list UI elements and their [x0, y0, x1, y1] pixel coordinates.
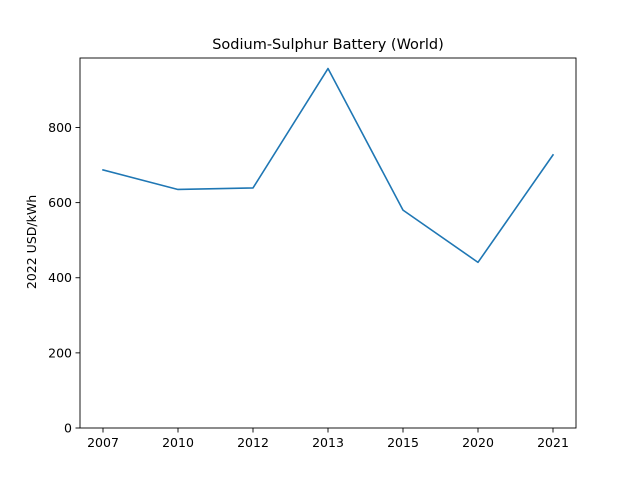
y-tick-label-600: 600 [48, 195, 72, 210]
series-line-0 [102, 67, 555, 264]
y-tick-label-200: 200 [48, 345, 72, 360]
y-tick-label-400: 400 [48, 270, 72, 285]
axis-ticks: 2007 2010 2012 2013 2015 2020 2021 0 200 400 600 80… [48, 120, 569, 450]
x-tick-label-2015: 2015 [387, 435, 419, 450]
y-tick-label-800: 800 [48, 120, 72, 135]
x-tick-label-2007: 2007 [87, 435, 119, 450]
y-tick-label-0: 0 [64, 421, 72, 436]
plot-frame [79, 57, 577, 429]
x-tick-label-2020: 2020 [462, 435, 494, 450]
x-tick-label-2021: 2021 [537, 435, 569, 450]
series-layer [102, 67, 555, 264]
chart-title: Sodium-Sulphur Battery (World) [212, 37, 444, 53]
x-tick-label-2013: 2013 [312, 435, 344, 450]
y-axis-label: 2022 USD/kWh [24, 195, 39, 289]
x-tick-label-2012: 2012 [237, 435, 269, 450]
x-tick-label-2010: 2010 [162, 435, 194, 450]
